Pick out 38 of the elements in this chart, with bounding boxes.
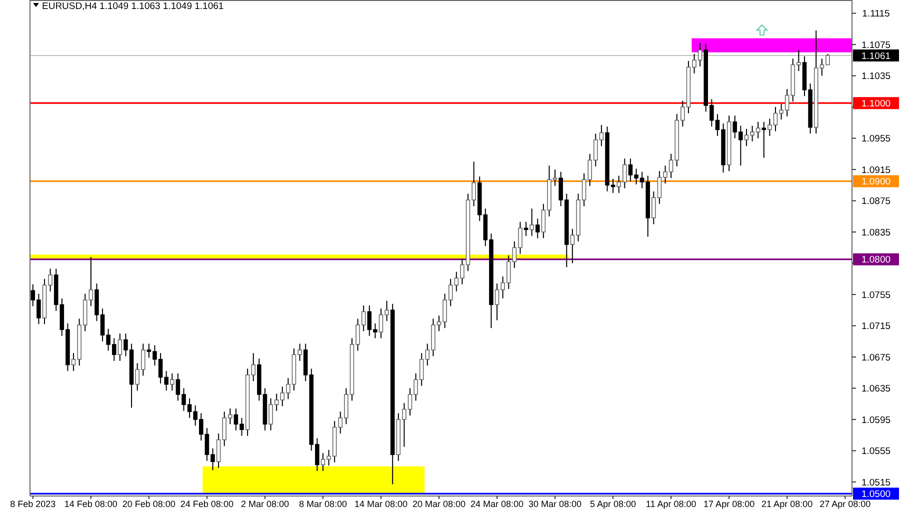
ref-line-label: 1.1000 [861,98,891,110]
y-tick-label: 1.1075 [861,40,891,51]
y-tick-label: 1.0755 [861,290,891,301]
y-tick-label: 1.0715 [861,321,891,332]
x-tick-label: 8 Mar 08:00 [298,499,347,509]
x-tick-label: 21 Apr 08:00 [762,499,813,509]
ref-line-label: 1.0900 [861,176,891,188]
y-tick-label: 1.0555 [861,446,891,458]
y-tick-label: 1.1035 [861,71,891,82]
ref-line-label: 1.1061 [861,50,891,62]
y-tick-label: 1.0635 [861,384,891,395]
x-tick-label: 2 Mar 08:00 [240,499,289,509]
x-tick-label: 8 Feb 2023 [10,499,56,509]
ref-line-label: 1.0800 [861,254,891,266]
y-tick-label: 1.0835 [861,227,891,238]
x-tick-label: 14 Feb 08:00 [64,499,118,509]
y-tick-label: 1.1115 [862,8,890,20]
candlestick [762,121,766,158]
chart-title: EURUSD,H4 1.1049 1.1063 1.1049 1.1061 [42,1,224,12]
x-tick-label: 17 Apr 08:00 [704,499,755,509]
y-tick-label: 1.0875 [861,196,891,208]
candlestick [535,218,540,239]
x-tick-label: 30 Mar 08:00 [528,499,582,509]
y-tick-label: 1.0675 [861,352,891,364]
x-tick-label: 20 Feb 08:00 [122,499,176,509]
y-tick-label: 1.0915 [861,164,891,176]
y-tick-label: 1.0955 [861,134,891,145]
x-tick-label: 20 Mar 08:00 [412,499,466,509]
x-tick-label: 14 Mar 08:00 [354,499,408,509]
ref-line-label: 1.0500 [861,488,891,500]
x-tick-label: 11 Apr 08:00 [646,499,696,509]
x-tick-label: 5 Apr 08:00 [590,499,636,509]
candlestick [524,221,528,236]
y-tick-label: 1.0515 [861,477,891,488]
x-tick-label: 24 Feb 08:00 [180,499,234,509]
y-tick-label: 1.0595 [861,414,891,426]
x-tick-label: 24 Mar 08:00 [470,499,524,509]
x-tick-label: 27 Apr 08:00 [820,499,871,509]
